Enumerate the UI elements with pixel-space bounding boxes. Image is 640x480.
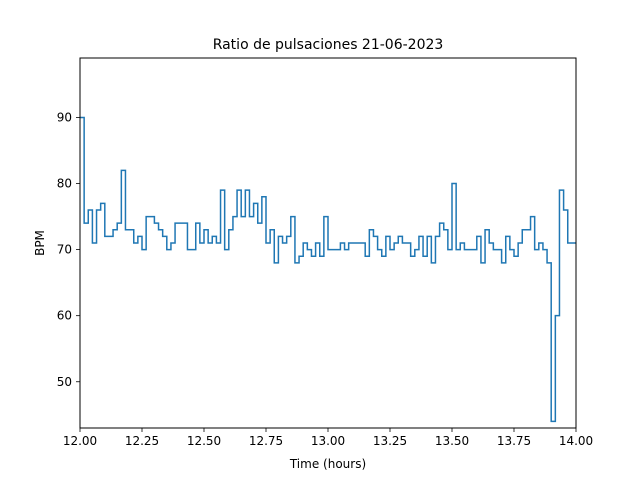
y-tick-label: 90 [57, 110, 72, 124]
x-tick-label: 12.25 [125, 434, 159, 448]
y-axis: 50 60 70 80 90 [57, 110, 80, 389]
bpm-step-line [80, 116, 576, 423]
y-tick-label: 60 [57, 309, 72, 323]
plot-area [80, 116, 576, 423]
x-tick-label: 13.50 [435, 434, 469, 448]
x-tick-label: 12.75 [249, 434, 283, 448]
x-tick-label: 14.00 [559, 434, 593, 448]
y-tick-label: 80 [57, 177, 72, 191]
x-tick-label: 13.00 [311, 434, 345, 448]
y-axis-title: BPM [33, 230, 47, 256]
y-tick-label: 50 [57, 375, 72, 389]
x-axis: 12.00 12.25 12.50 12.75 13.00 13.25 13.50 13.75… [63, 428, 593, 448]
x-tick-label: 13.75 [497, 434, 531, 448]
x-axis-title: Time (hours) [289, 457, 366, 471]
x-tick-label: 12.00 [63, 434, 97, 448]
chart-title: Ratio de pulsaciones 21-06-2023 [213, 37, 444, 53]
y-tick-label: 70 [57, 243, 72, 257]
x-tick-label: 13.25 [373, 434, 407, 448]
x-tick-label: 12.50 [187, 434, 221, 448]
